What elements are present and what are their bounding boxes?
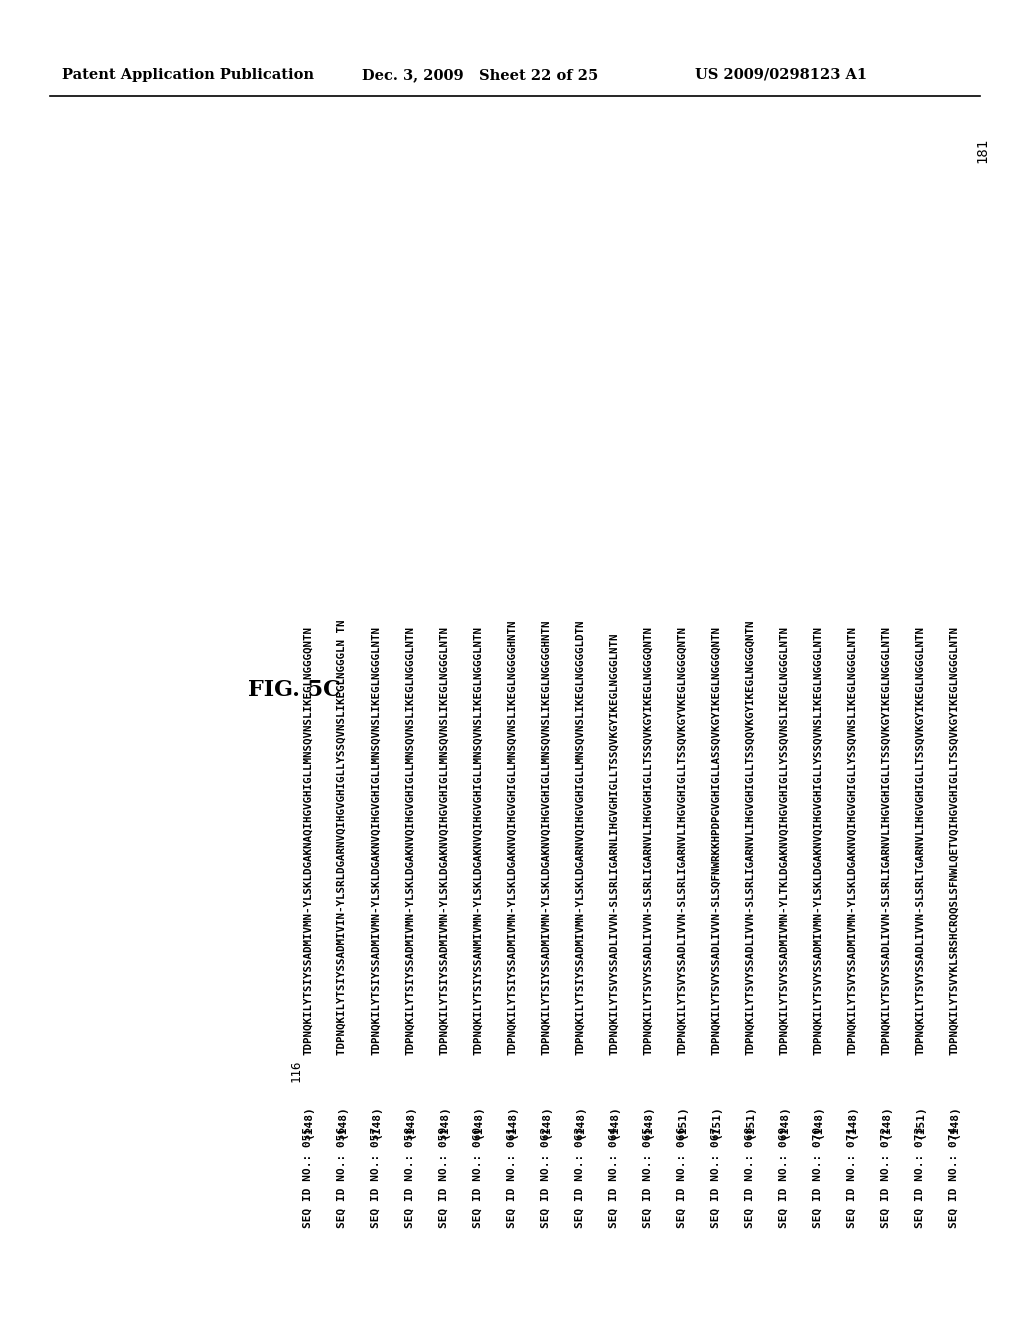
Text: (148): (148) [949,1105,959,1138]
Text: TDPNQKILYTSIYSSADMIVMN-YLSKLDGAKNAQIHGVGHIGLLMNSQVNSLIKEGLNGGGQNTN: TDPNQKILYTSIYSSADMIVMN-YLSKLDGAKNAQIHGVG… [303,626,313,1055]
Text: (148): (148) [371,1105,381,1138]
Text: TDPNQKILYTSVYSSADMIVMN-YLSKLDGAKNVQIHGVGHIGLLYSSQVNSLIKEGLNGGGLNTN: TDPNQKILYTSVYSSADMIVMN-YLSKLDGAKNVQIHGVG… [813,626,823,1055]
Text: TDPNQKILYTSVYSSADLIVVN-SLSRLTGARNVLIHGVGHIGLLTSSQVKGYIKEGLNGGGLNTN: TDPNQKILYTSVYSSADLIVVN-SLSRLTGARNVLIHGVG… [915,626,925,1055]
Text: TDPNQKILYTSIYSSADMIVMN-YLSKLDGARNVQIHGVGHIGLLMNSQVNSLIKEGLNGGGGLDTN: TDPNQKILYTSIYSSADMIVMN-YLSKLDGARNVQIHGVG… [575,619,585,1055]
Text: TDPNQKILYTSVYSSADLIVVN-SLSRLIGARNVLIHGVGHIGLLTSSQVKGYIKEGLNGGGLNTN: TDPNQKILYTSVYSSADLIVVN-SLSRLIGARNVLIHGVG… [881,626,891,1055]
Text: TDPNQKILYTSIYSSADMIVMN-YLSKLDGAKNVQIHGVGHIGLLMNSQVNSLIKEGLNGGGLNTN: TDPNQKILYTSIYSSADMIVMN-YLSKLDGAKNVQIHGVG… [439,626,449,1055]
Text: 116: 116 [290,1060,302,1082]
Text: (148): (148) [439,1105,449,1138]
Text: (148): (148) [507,1105,517,1138]
Text: SEQ ID NO.: 058: SEQ ID NO.: 058 [406,1127,415,1228]
Text: (151): (151) [677,1105,687,1138]
Text: (148): (148) [881,1105,891,1138]
Text: TDPNQKILYTSIYSSANMIVMN-YLSKLDGAKNVQIHGVGHIGLLMNSQVNSLIKEGLNGGGLNTN: TDPNQKILYTSIYSSANMIVMN-YLSKLDGAKNVQIHGVG… [473,626,483,1055]
Text: SEQ ID NO.: 070: SEQ ID NO.: 070 [813,1127,823,1228]
Text: SEQ ID NO.: 072: SEQ ID NO.: 072 [881,1127,891,1228]
Text: Dec. 3, 2009   Sheet 22 of 25: Dec. 3, 2009 Sheet 22 of 25 [362,69,598,82]
Text: (148): (148) [847,1105,857,1138]
Text: SEQ ID NO.: 060: SEQ ID NO.: 060 [473,1127,483,1228]
Text: TDPNQKILYTSVYSSADMIVMN-YLSKLDGAKNVQIHGVGHIGLLYSSQVNSLIKEGLNGGGLNTN: TDPNQKILYTSVYSSADMIVMN-YLSKLDGAKNVQIHGVG… [847,626,857,1055]
Text: (148): (148) [575,1105,585,1138]
Text: TDPNQKILYTSVYSSADLIVVN-SLSQFNWRKKHPDPGVGHIGLLASSQVKGYIKEGLNGGGQNTN: TDPNQKILYTSVYSSADLIVVN-SLSQFNWRKKHPDPGVG… [711,626,721,1055]
Text: SEQ ID NO.: 064: SEQ ID NO.: 064 [609,1127,618,1228]
Text: SEQ ID NO.: 061: SEQ ID NO.: 061 [507,1127,517,1228]
Text: TDPNQKILYTSVYSSADLIVVN-SLSRLIGARNVLIHGVGHIGLLTSSQVKGYVKEGLNGGGQNTN: TDPNQKILYTSVYSSADLIVVN-SLSRLIGARNVLIHGVG… [677,626,687,1055]
Text: TDPNQKILYTSIYSSADMIVMN-YLSKLDGAKNVQIHGVGHIGLLMNSQVNSLIKEGLNGGGLNTN: TDPNQKILYTSIYSSADMIVMN-YLSKLDGAKNVQIHGVG… [406,626,415,1055]
Text: US 2009/0298123 A1: US 2009/0298123 A1 [695,69,867,82]
Text: (148): (148) [813,1105,823,1138]
Text: SEQ ID NO.: 069: SEQ ID NO.: 069 [779,1127,790,1228]
Text: (148): (148) [609,1105,618,1138]
Text: SEQ ID NO.: 074: SEQ ID NO.: 074 [949,1127,959,1228]
Text: SEQ ID NO.: 068: SEQ ID NO.: 068 [745,1127,755,1228]
Text: TDPNQKILYTSIYSSADMIVMN-YLSKLDGAKNVQIHGVGHIGLLMNSQVNSLIKEGLNGGGGHNTN: TDPNQKILYTSIYSSADMIVMN-YLSKLDGAKNVQIHGVG… [541,619,551,1055]
Text: SEQ ID NO.: 071: SEQ ID NO.: 071 [847,1127,857,1228]
Text: Patent Application Publication: Patent Application Publication [62,69,314,82]
Text: TDPNQKILYTSVYSSADLIVVN-SLSRLIGARNVLIHGVGHIGLLTSSQQVKGYIKEGLNGGGQNTN: TDPNQKILYTSVYSSADLIVVN-SLSRLIGARNVLIHGVG… [745,619,755,1055]
Text: TDPNQKILYTSIYSSADMIVMN-YLSKLDGAKNVQIHGVGHIGLLMNSQVNSLIKEGLNGGGGHNTN: TDPNQKILYTSIYSSADMIVMN-YLSKLDGAKNVQIHGVG… [507,619,517,1055]
Text: (148): (148) [337,1105,347,1138]
Text: FIG. 5C: FIG. 5C [248,678,341,701]
Text: 181: 181 [975,137,989,162]
Text: TDPNQKILYTSVYSSADLIVVN-SLSRLIGARNVLIHGVGHIGLLTSSQVKGYIKEGLNGGGQNTN: TDPNQKILYTSVYSSADLIVVN-SLSRLIGARNVLIHGVG… [643,626,653,1055]
Text: TDPNQKILYTSVYSSADMIVMN-YLTKLDGAKNVQIHGVGHIGLLYSSQVNSLIKEGLNGGGLNTN: TDPNQKILYTSVYSSADMIVMN-YLTKLDGAKNVQIHGVG… [779,626,790,1055]
Text: SEQ ID NO.: 059: SEQ ID NO.: 059 [439,1127,449,1228]
Text: TDPNQKILYTSVYSSADLIVVN-SLSRLIGARNLIHGVGHIGLLTSSQVKGYIKEGLNGGGLNTN: TDPNQKILYTSVYSSADLIVVN-SLSRLIGARNLIHGVGH… [609,632,618,1055]
Text: (151): (151) [915,1105,925,1138]
Text: TDPNQKILYTSIYSSADMIVIN-YLSRLDGARNVQIHGVGHIGLLYSSQVNSLIKEGLNGGGLN TN: TDPNQKILYTSIYSSADMIVIN-YLSRLDGARNVQIHGVG… [337,619,347,1055]
Text: TDPNQKILYTSVYKLSRSHCRQQSLSFNWLQETVQIHGVGHIGLLTSSQVKGYIKEGLNGGGLNTN: TDPNQKILYTSVYKLSRSHCRQQSLSFNWLQETVQIHGVG… [949,626,959,1055]
Text: TDPNQKILYTSIYSSADMIVMN-YLSKLDGAKNVQIHGVGHIGLLMNSQVNSLIKEGLNGGGLNTN: TDPNQKILYTSIYSSADMIVMN-YLSKLDGAKNVQIHGVG… [371,626,381,1055]
Text: SEQ ID NO.: 055: SEQ ID NO.: 055 [303,1127,313,1228]
Text: (148): (148) [473,1105,483,1138]
Text: SEQ ID NO.: 065: SEQ ID NO.: 065 [643,1127,653,1228]
Text: SEQ ID NO.: 056: SEQ ID NO.: 056 [337,1127,347,1228]
Text: SEQ ID NO.: 062: SEQ ID NO.: 062 [541,1127,551,1228]
Text: (148): (148) [303,1105,313,1138]
Text: (151): (151) [711,1105,721,1138]
Text: SEQ ID NO.: 057: SEQ ID NO.: 057 [371,1127,381,1228]
Text: (148): (148) [406,1105,415,1138]
Text: (151): (151) [745,1105,755,1138]
Text: (148): (148) [779,1105,790,1138]
Text: SEQ ID NO.: 067: SEQ ID NO.: 067 [711,1127,721,1228]
Text: SEQ ID NO.: 063: SEQ ID NO.: 063 [575,1127,585,1228]
Text: SEQ ID NO.: 066: SEQ ID NO.: 066 [677,1127,687,1228]
Text: SEQ ID NO.: 073: SEQ ID NO.: 073 [915,1127,925,1228]
Text: (148): (148) [541,1105,551,1138]
Text: (148): (148) [643,1105,653,1138]
